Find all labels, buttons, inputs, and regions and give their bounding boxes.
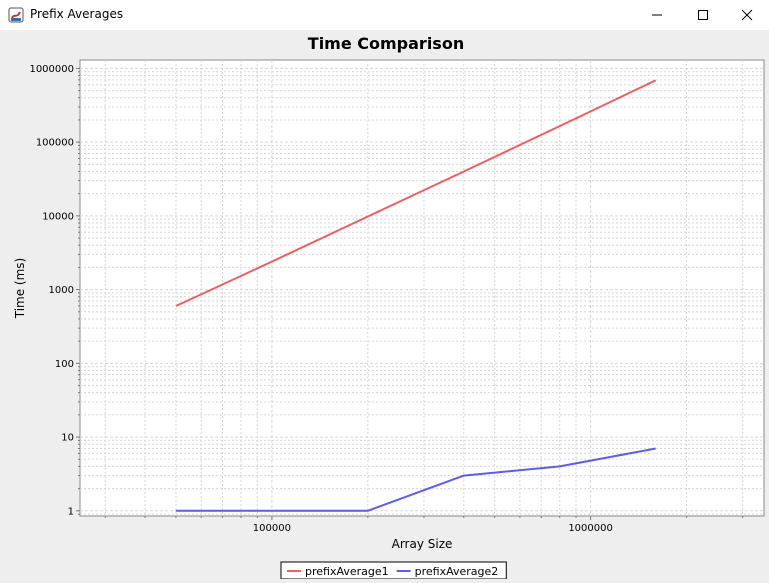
maximize-button[interactable] (680, 0, 726, 30)
x-tick-label: 1000000 (568, 523, 613, 534)
chart-legend: prefixAverage1 prefixAverage2 (280, 561, 507, 580)
y-tick-label: 100000 (36, 138, 74, 149)
x-tick-label: 100000 (253, 523, 291, 534)
chart-title: Time Comparison (308, 34, 464, 53)
y-axis-label: Time (ms) (13, 258, 27, 320)
plot-area (79, 59, 765, 517)
close-button[interactable] (724, 0, 769, 30)
minimize-icon (652, 14, 662, 16)
line-chart: Time Comparison 1 10 100 1000 10000 100000 100… (13, 34, 765, 580)
chart-panel: Time Comparison 1 10 100 1000 10000 100000 100… (0, 30, 769, 580)
legend-label: prefixAverage1 (305, 565, 389, 578)
y-tick-label: 100 (55, 359, 74, 370)
maximize-icon (698, 10, 708, 20)
legend-label: prefixAverage2 (415, 565, 499, 578)
y-tick-label: 1000000 (29, 64, 74, 75)
java-app-icon (8, 7, 24, 23)
series-line-prefixAverage2 (175, 447, 656, 512)
y-tick-label: 1 (68, 506, 74, 517)
series-line-prefixAverage1 (175, 79, 657, 307)
minimize-button[interactable] (634, 0, 680, 30)
y-tick-label: 1000 (49, 285, 74, 296)
y-tick-label: 10 (61, 433, 74, 444)
window-title: Prefix Averages (30, 7, 124, 21)
x-axis-label: Array Size (392, 537, 453, 551)
close-icon (741, 9, 753, 21)
series-layer (175, 79, 657, 512)
grid-lines (80, 60, 764, 516)
y-tick-label: 10000 (42, 211, 74, 222)
axes: 1 10 100 1000 10000 100000 1000000 100000 100000… (29, 64, 744, 534)
window-titlebar: Prefix Averages (0, 0, 769, 30)
